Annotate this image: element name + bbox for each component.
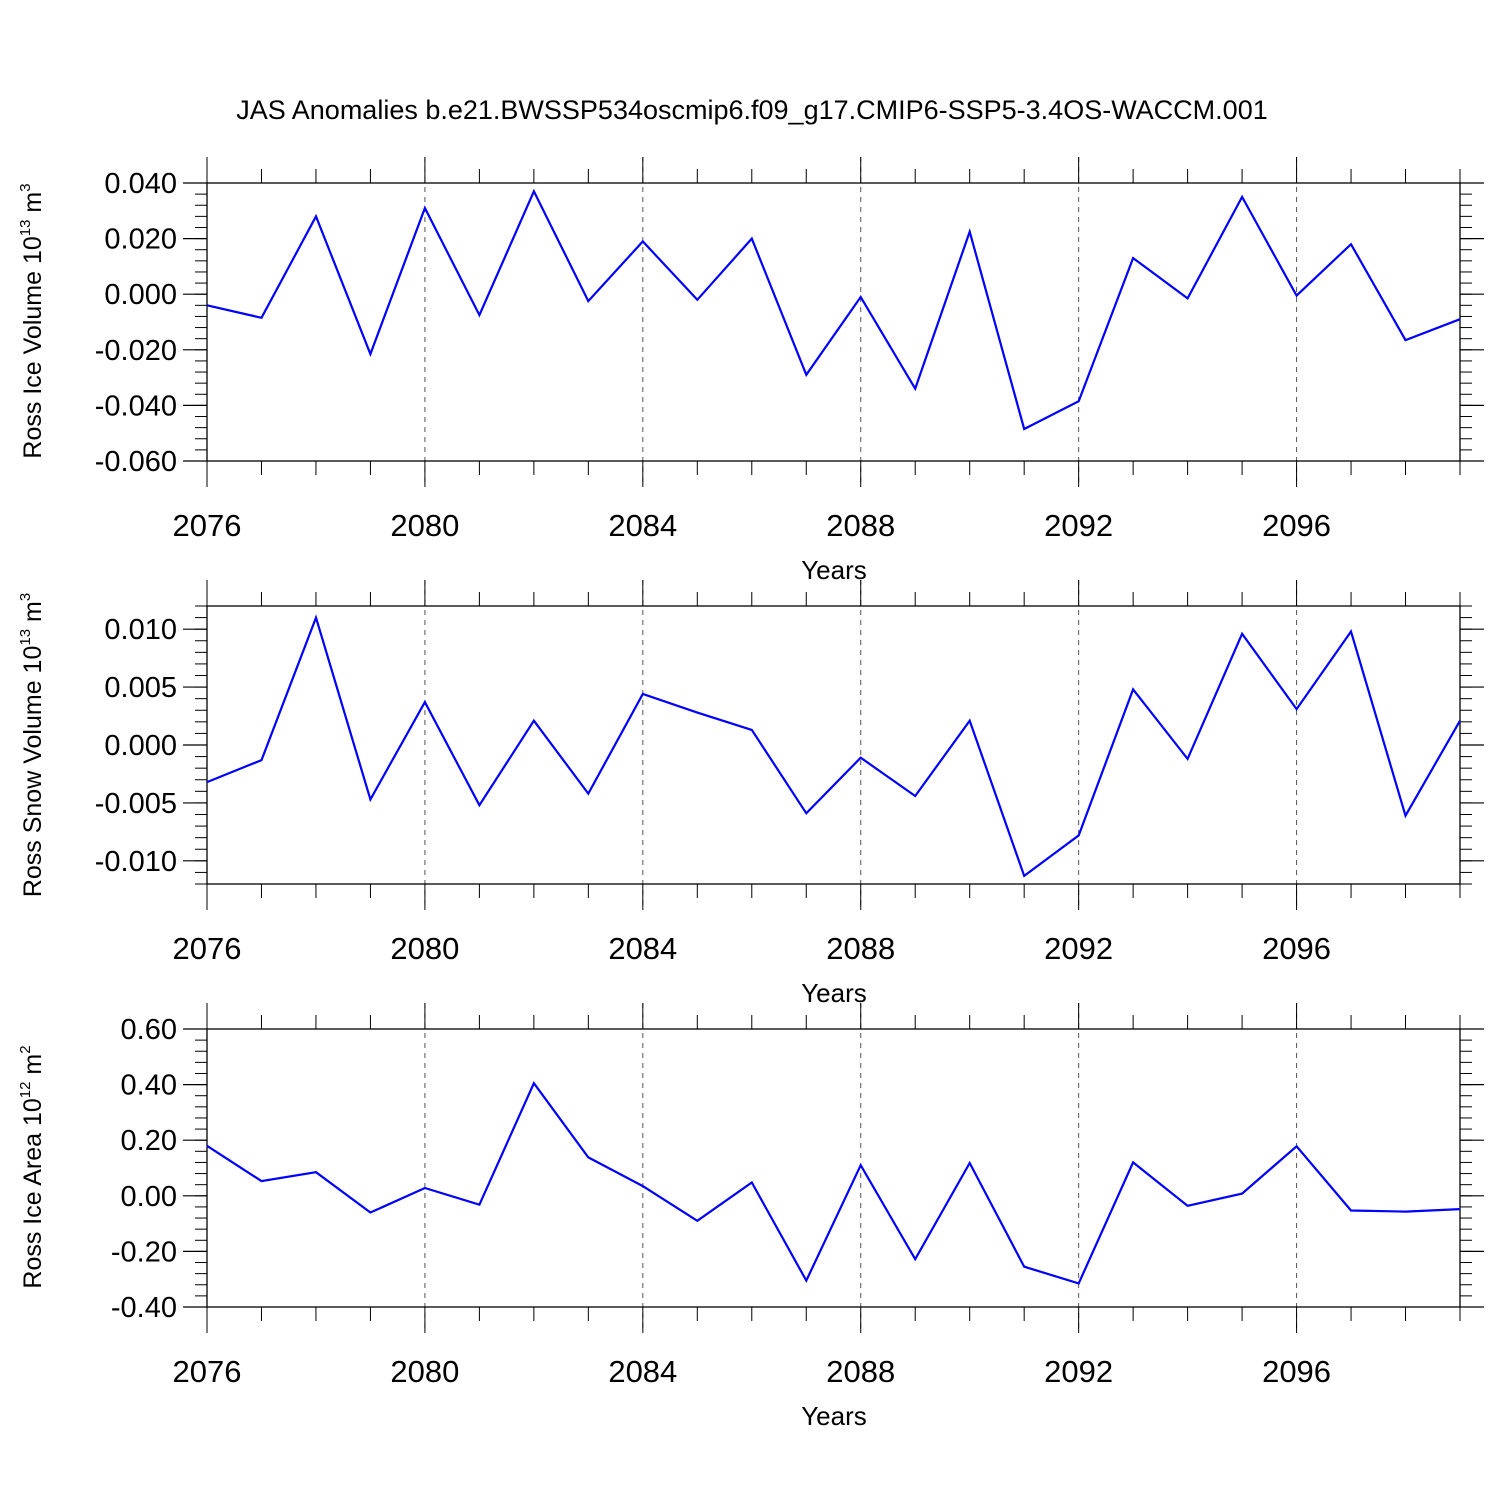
y-tick-label: 0.00 (121, 1181, 177, 1213)
y-tick-label: 0.010 (104, 614, 177, 646)
x-tick-label: 2080 (390, 508, 459, 543)
y-tick-label: -0.40 (111, 1292, 177, 1324)
y-tick-label: 0.000 (104, 730, 177, 762)
x-axis-label: Years (801, 1401, 867, 1431)
y-tick-label: 0.020 (104, 224, 177, 256)
panel-2: 0.010 0.005 0.000 -0.005 -0.010 2076 2080 2084 2… (17, 580, 1484, 1008)
plot-frame (206, 1028, 1461, 1308)
y-tick-label: 0.040 (104, 168, 177, 200)
x-axis-label: Years (801, 978, 867, 1008)
x-tick-label: 2084 (608, 1354, 677, 1389)
y-axis-label: Ross Ice Volume 1013 m3 (17, 183, 47, 458)
y-tick-label: 0.005 (104, 672, 177, 704)
panel-1: 0.040 0.020 0.000 -0.020 -0.040 -0.060 2076 208… (17, 157, 1484, 585)
y-tick-label: -0.060 (95, 446, 177, 478)
x-tick-label: 2096 (1262, 1354, 1331, 1389)
y-tick-label: -0.20 (111, 1236, 177, 1268)
x-tick-label: 2088 (826, 508, 895, 543)
y-tick-label: 0.000 (104, 279, 177, 311)
x-tick-label: 2096 (1262, 508, 1331, 543)
series-line (206, 1081, 1461, 1285)
panel-3: 0.60 0.40 0.20 0.00 -0.20 -0.40 2076 2080 2084 20… (17, 1003, 1484, 1431)
x-tick-label: 2076 (173, 931, 242, 966)
y-tick-label: -0.010 (95, 846, 177, 878)
series-line (206, 614, 1461, 878)
x-tick-label: 2080 (390, 931, 459, 966)
y-tick-label: 0.40 (121, 1070, 177, 1102)
plot-frame (206, 605, 1461, 885)
x-tick-label: 2076 (173, 508, 242, 543)
chart-title: JAS Anomalies b.e21.BWSSP534oscmip6.f09_… (236, 95, 1267, 125)
y-axis-label: Ross Ice Area 1012 m2 (17, 1045, 47, 1288)
x-axis-label: Years (801, 555, 867, 585)
x-tick-label: 2092 (1044, 931, 1113, 966)
x-tick-label: 2076 (173, 1354, 242, 1389)
series-line (206, 188, 1461, 431)
y-tick-label: 0.20 (121, 1125, 177, 1157)
x-tick-label: 2080 (390, 1354, 459, 1389)
x-tick-label: 2096 (1262, 931, 1331, 966)
x-tick-label: 2092 (1044, 1354, 1113, 1389)
plot-frame (206, 182, 1461, 462)
y-tick-label: -0.020 (95, 335, 177, 367)
y-axis-label: Ross Snow Volume 1013 m3 (17, 593, 47, 897)
x-tick-label: 2092 (1044, 508, 1113, 543)
y-tick-label: -0.005 (95, 788, 177, 820)
x-tick-label: 2088 (826, 931, 895, 966)
y-tick-label: -0.040 (95, 390, 177, 422)
x-tick-label: 2084 (608, 508, 677, 543)
x-tick-label: 2084 (608, 931, 677, 966)
x-tick-label: 2088 (826, 1354, 895, 1389)
y-tick-label: 0.60 (121, 1014, 177, 1046)
